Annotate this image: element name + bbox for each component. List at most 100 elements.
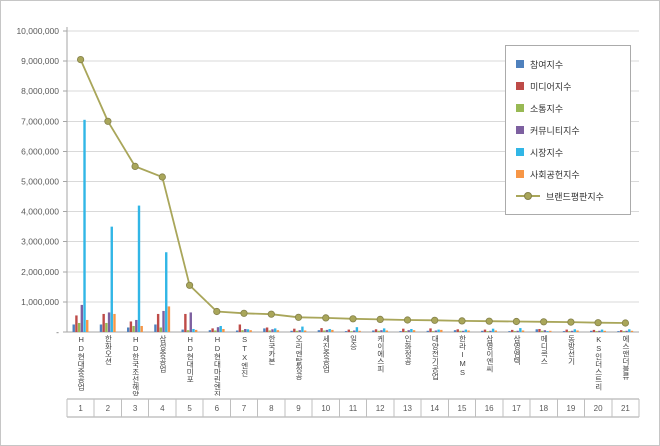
bar (459, 330, 462, 332)
bar (491, 328, 495, 332)
legend-line-marker-icon (516, 191, 540, 201)
category-number: 10 (321, 404, 330, 413)
bar (132, 325, 135, 332)
legend-label: 커뮤니티지수 (530, 125, 580, 136)
bar (105, 322, 108, 332)
bar (453, 330, 457, 332)
bar (456, 329, 459, 332)
bar (382, 328, 386, 332)
bar (521, 330, 525, 332)
legend-label: 참여지수 (530, 59, 564, 70)
bar (625, 330, 628, 332)
bar (323, 330, 326, 332)
category-number: 1 (78, 404, 83, 413)
bar (211, 328, 214, 332)
marker-dot (431, 316, 439, 324)
bar (513, 331, 517, 332)
category-number: 19 (566, 404, 575, 413)
legend-label: 미디어지수 (530, 81, 572, 92)
bar (399, 331, 402, 332)
category-number: 20 (594, 404, 603, 413)
bar (404, 331, 408, 332)
bar (135, 319, 138, 332)
bar (238, 324, 242, 332)
y-axis-labels: - 1,000,000 2,000,000 3,000,000 4,000,000 5,0… (16, 26, 59, 337)
bar (535, 329, 538, 332)
legend-swatch-icon (516, 148, 524, 156)
bar (576, 330, 579, 332)
bar (99, 324, 103, 332)
bar (268, 330, 271, 332)
bar (80, 304, 84, 332)
marker-dot (403, 316, 412, 324)
legend-swatch-icon (516, 60, 524, 68)
bar (298, 330, 301, 332)
bar (519, 328, 522, 332)
y-tick-label: 8,000,000 (21, 86, 59, 96)
bar (489, 330, 492, 332)
legend-label: 사회공헌지수 (530, 169, 580, 180)
bar (129, 321, 133, 332)
y-tick-label: 6,000,000 (21, 146, 59, 156)
marker-dot (158, 173, 166, 181)
bar (140, 325, 143, 332)
bar (181, 329, 184, 332)
bar (372, 330, 375, 332)
bar (325, 329, 329, 332)
bar (377, 330, 380, 332)
marker-dot (131, 162, 139, 170)
marker-dot (594, 319, 602, 327)
marker-dot (376, 315, 384, 323)
marker-dot (213, 307, 221, 316)
y-tick-label: 2,000,000 (21, 267, 59, 277)
bar (426, 330, 430, 332)
bar (331, 329, 334, 332)
bars-series-2 (77, 322, 626, 332)
legend-item: 커뮤니티지수 (516, 119, 620, 141)
bar (410, 328, 413, 332)
bar (595, 331, 598, 332)
bar (385, 330, 389, 332)
bar (303, 330, 307, 332)
bar (216, 327, 220, 332)
bar (219, 325, 222, 332)
legend-swatch-icon (516, 170, 524, 178)
bar (214, 330, 217, 332)
legend-item: 브랜드평판지수 (516, 185, 620, 207)
bar (461, 330, 465, 332)
legend-item: 미디어지수 (516, 75, 620, 97)
bar (432, 331, 435, 332)
marker-dot (240, 309, 248, 317)
bar (246, 329, 250, 332)
category-numbers: 1 2 3 4 5 6 7 8 9 10 11 12 13 14 15 16 17 18 19 20 21 (78, 404, 630, 413)
bar (293, 328, 296, 332)
bar (194, 329, 198, 332)
marker-dot (186, 281, 194, 289)
category-number: 11 (349, 404, 358, 413)
bar (353, 330, 356, 332)
legend-item: 시장지수 (516, 141, 620, 163)
marker-dot (485, 317, 493, 325)
bar (102, 313, 105, 332)
bar (290, 330, 293, 332)
bar (549, 330, 552, 332)
bars-series-5 (86, 306, 634, 332)
bar (295, 330, 299, 332)
bar (622, 331, 626, 332)
bar (483, 329, 487, 332)
bar (77, 322, 81, 332)
bars-series-0 (72, 324, 620, 332)
category-number: 3 (133, 404, 138, 413)
bar (156, 313, 160, 332)
marker-dot (458, 317, 466, 325)
category-number: 6 (215, 404, 220, 413)
bar (494, 330, 497, 332)
bar (301, 326, 304, 332)
bar (516, 330, 519, 332)
legend-label: 소통지수 (530, 103, 564, 114)
legend-label: 시장지수 (530, 147, 564, 158)
y-tick-label: 3,000,000 (21, 237, 59, 247)
y-tick-label: 4,000,000 (21, 207, 59, 217)
bar (127, 327, 130, 332)
bar (72, 324, 75, 332)
